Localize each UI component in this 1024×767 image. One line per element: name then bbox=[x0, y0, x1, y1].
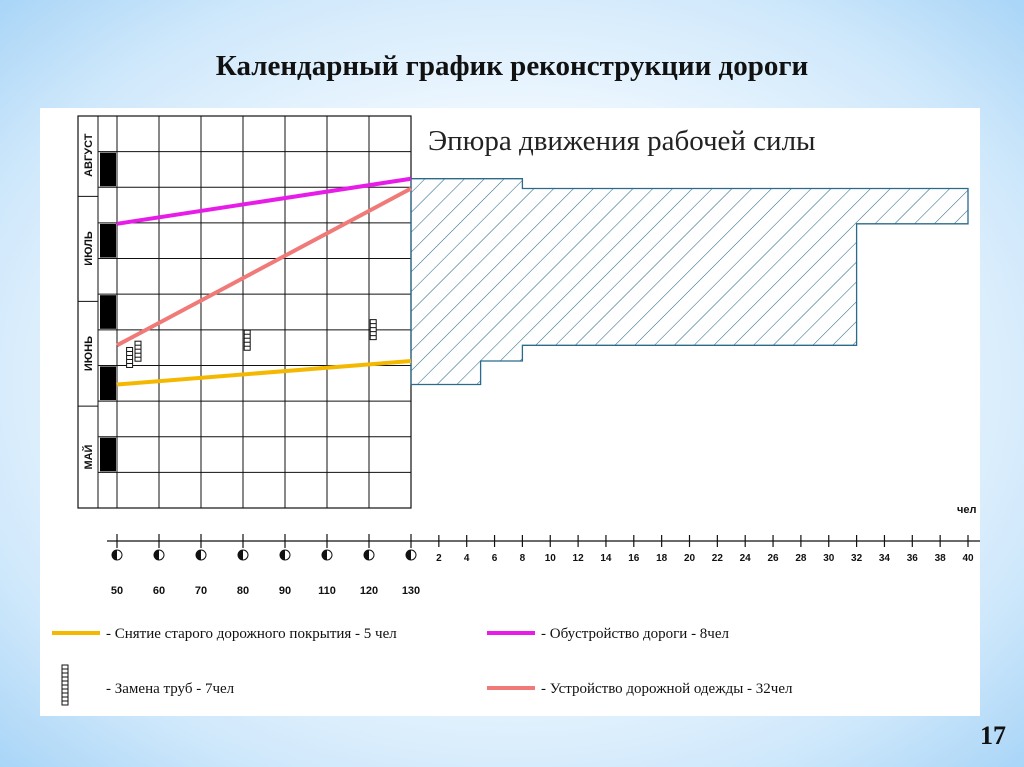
legend-item-truby: - Замена труб - 7чел bbox=[61, 664, 235, 706]
pipe-marker bbox=[369, 319, 377, 341]
calendar-block bbox=[100, 152, 116, 187]
month-label: АВГУСТ bbox=[83, 133, 95, 177]
legend-label: - Снятие старого дорожного покрытия - 5 … bbox=[106, 626, 397, 642]
pipe-marker-body bbox=[369, 319, 377, 341]
epure-tick-label: 8 bbox=[520, 553, 526, 564]
month-label: ИЮЛЬ bbox=[83, 231, 95, 266]
epure-tick-label: 28 bbox=[795, 553, 807, 564]
x-tick-label: 130 bbox=[402, 585, 420, 597]
slide-title: Календарный график реконструкции дороги bbox=[215, 50, 809, 82]
series-line bbox=[116, 186, 412, 348]
pipe-marker-body bbox=[126, 346, 134, 368]
legend-item-snyatie: - Снятие старого дорожного покрытия - 5 … bbox=[52, 626, 397, 642]
epure-tick-label: 20 bbox=[684, 553, 696, 564]
axes: 50 60 70 80 90 110 120 130 bbox=[107, 534, 980, 597]
tick-marker-fill bbox=[280, 550, 285, 560]
epure-title: Эпюра движения рабочей силы bbox=[428, 125, 816, 157]
tick-marker-fill bbox=[196, 550, 201, 560]
tick-marker-fill bbox=[154, 550, 159, 560]
x-tick-label: 70 bbox=[195, 585, 207, 597]
calendar-block bbox=[100, 295, 116, 329]
tick-marker-fill bbox=[364, 550, 369, 560]
legend-item-obustroistvo: - Обустройство дороги - 8чел bbox=[487, 626, 730, 642]
x-tick-label: 50 bbox=[111, 585, 123, 597]
epure-tick-label: 32 bbox=[851, 553, 863, 564]
epure-tick-label: 4 bbox=[464, 553, 470, 564]
chart-panel: МАЙ ИЮНЬ ИЮЛЬ АВГУСТ 2 4 6 8 10 12 14 16 18 20 22 24 26… bbox=[40, 108, 980, 716]
tick-marker-fill bbox=[322, 550, 327, 560]
pipe-marker-body bbox=[243, 329, 251, 351]
series-line bbox=[116, 176, 412, 226]
epure-area bbox=[410, 178, 969, 386]
epure-tick-label: 14 bbox=[600, 553, 612, 564]
grid-frame bbox=[77, 115, 412, 509]
legend-item-odezhda: - Устройство дорожной одежды - 32чел bbox=[487, 681, 793, 697]
legend-label: - Обустройство дороги - 8чел bbox=[541, 626, 730, 642]
series-line bbox=[116, 359, 412, 387]
schedule-lines bbox=[116, 176, 412, 387]
tick-marker-fill bbox=[112, 550, 117, 560]
x-tick-label: 80 bbox=[237, 585, 249, 597]
page-number: 17 bbox=[980, 721, 1006, 750]
legend-label: - Устройство дорожной одежды - 32чел bbox=[541, 681, 793, 697]
epure-tick-label: 24 bbox=[740, 553, 752, 564]
x-tick-label: 120 bbox=[360, 585, 378, 597]
epure-tick-label: 38 bbox=[935, 553, 947, 564]
x-tick-label: 110 bbox=[318, 585, 336, 597]
calendar-grid: МАЙ ИЮНЬ ИЮЛЬ АВГУСТ bbox=[77, 115, 412, 509]
epure-tick-label: 34 bbox=[879, 553, 891, 564]
pipe-marker bbox=[134, 340, 142, 362]
epure-tick-label: 10 bbox=[545, 553, 557, 564]
pipe-marker-body bbox=[134, 340, 142, 362]
epure-tick-label: 2 bbox=[436, 553, 442, 564]
tick-marker-fill bbox=[406, 550, 411, 560]
pipe-marker bbox=[126, 346, 134, 368]
month-label: ИЮНЬ bbox=[83, 336, 95, 371]
x-tick-label: 90 bbox=[279, 585, 291, 597]
epure-tick-label: 22 bbox=[712, 553, 724, 564]
calendar-block bbox=[100, 223, 116, 258]
epure-unit-label: чел bbox=[957, 504, 977, 516]
pipe-marker bbox=[243, 329, 251, 351]
month-label: МАЙ bbox=[82, 444, 95, 469]
epure-tick-label: 16 bbox=[628, 553, 640, 564]
epure-tick-label: 40 bbox=[962, 553, 974, 564]
epure-tick-label: 12 bbox=[573, 553, 585, 564]
epure-tick-label: 30 bbox=[823, 553, 835, 564]
calendar-block bbox=[100, 437, 116, 472]
epure-tick-label: 26 bbox=[767, 553, 779, 564]
epure-tick-label: 6 bbox=[492, 553, 498, 564]
legend: - Снятие старого дорожного покрытия - 5 … bbox=[52, 626, 793, 706]
tick-marker-fill bbox=[238, 550, 243, 560]
epure-tick-label: 18 bbox=[656, 553, 668, 564]
legend-label: - Замена труб - 7чел bbox=[106, 681, 235, 697]
x-tick-label: 60 bbox=[153, 585, 165, 597]
calendar-block bbox=[100, 366, 116, 401]
epure-tick-label: 36 bbox=[907, 553, 919, 564]
